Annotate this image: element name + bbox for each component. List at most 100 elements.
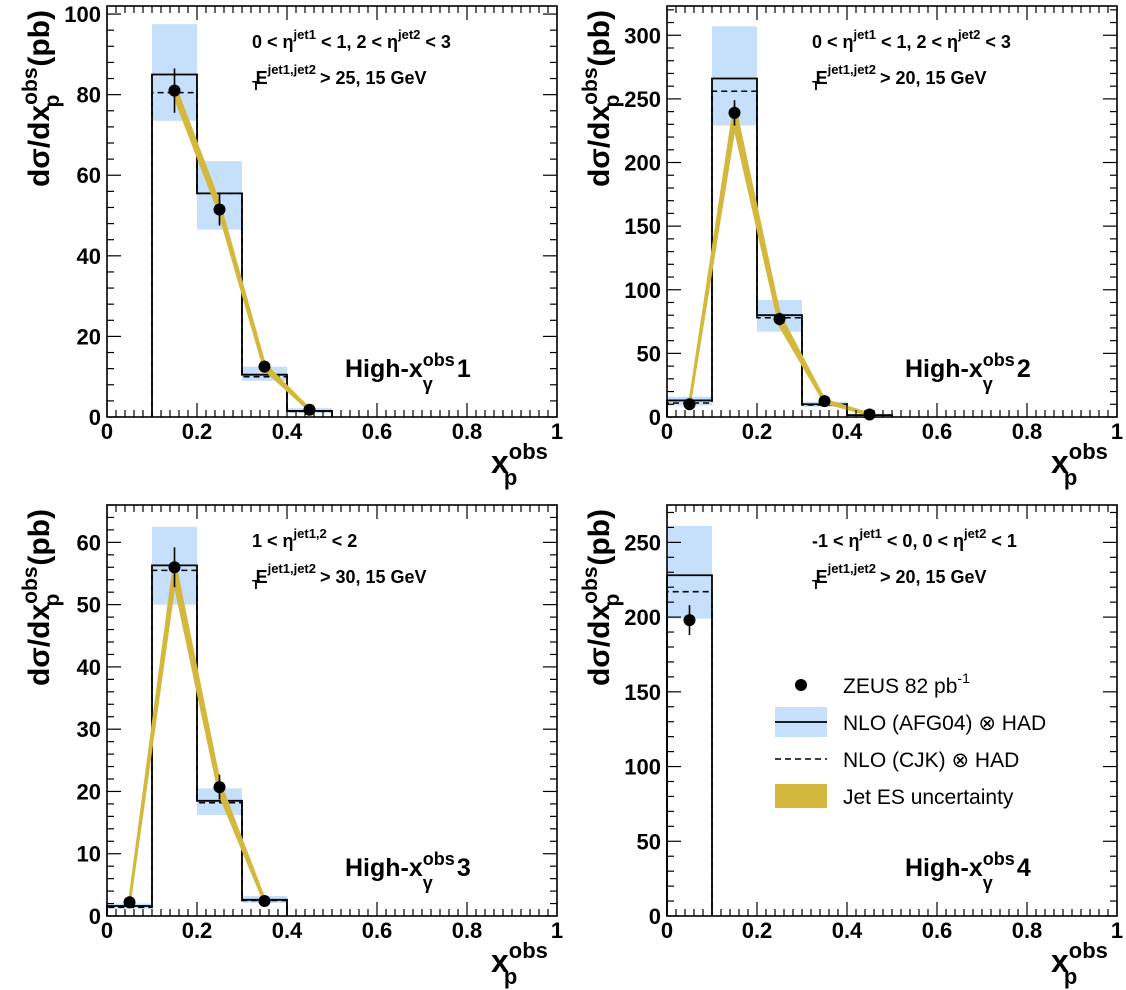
et-cut-annotation: Ejet1,jet2 T > 20, 15 GeV (812, 561, 987, 592)
y-tick-label: 250 (624, 530, 661, 555)
x-tick-label: 1 (1111, 419, 1123, 444)
x-tick-label: 0 (101, 419, 113, 444)
eta-cut-annotation: 0 < ηjet1 < 1, 2 < ηjet2 < 3 (812, 27, 1011, 52)
x-tick-label: 0.6 (362, 918, 393, 943)
anno-sup: jet1,jet2 (827, 561, 876, 576)
legend: ZEUS 82 pb-1 NLO (AFG04) ⊗ HAD NLO (CJK) ⊗… (775, 670, 1046, 809)
panel-label-sup: obs (423, 849, 455, 869)
y-label-sup: obs (19, 67, 42, 104)
y-tick-label: 50 (637, 341, 661, 366)
anno-text: < 1, 2 < η (316, 32, 398, 52)
et-cut-annotation: Ejet1,jet2 T > 20, 15 GeV (812, 62, 987, 93)
nlo-afg04-histogram (151, 73, 333, 417)
anno-text: < 1, 2 < η (876, 32, 958, 52)
y-tick-label: 250 (624, 87, 661, 112)
x-axis-label: xobs p (1051, 439, 1108, 490)
x-axis-label: xobs p (491, 439, 548, 490)
x-tick-label: 1 (1111, 918, 1123, 943)
panel-label-pre: High-x (345, 355, 423, 383)
x-tick-label: 0.4 (832, 419, 863, 444)
x-label-sub: p (1064, 964, 1077, 989)
data-point (303, 403, 316, 416)
legend-label: NLO (AFG04) ⊗ HAD (843, 712, 1046, 735)
anno-sup: jet2 (397, 27, 420, 42)
anno-sub: T (812, 78, 820, 93)
anno-text: < 2 (327, 531, 358, 551)
x-tick-label: 1 (551, 918, 563, 943)
data-point (258, 360, 271, 373)
y-label-base: dσ/dx (23, 105, 56, 188)
y-tick-label: 100 (64, 2, 101, 27)
y-label-unit: (pb) (23, 509, 56, 566)
y-tick-label: 30 (77, 717, 101, 742)
legend-label: ZEUS 82 pb (843, 675, 957, 698)
anno-text: < 3 (980, 32, 1011, 52)
x-tick-label: 0.6 (362, 419, 393, 444)
panel-label-num: 2 (1017, 355, 1031, 383)
x-tick-label: 0.8 (1012, 419, 1043, 444)
x-tick-label: 0.8 (452, 419, 483, 444)
anno-sub: T (252, 78, 260, 93)
y-label-unit: (pb) (583, 509, 616, 566)
y-tick-label: 0 (89, 904, 101, 929)
data-point (213, 781, 226, 794)
y-tick-label: 0 (649, 405, 661, 430)
y-axis-label: dσ/dxobsp (pb) (19, 10, 64, 187)
et-cut-annotation: Ejet1,jet2 T > 25, 15 GeV (252, 62, 427, 93)
eta-cut-annotation: -1 < ηjet1 < 0, 0 < ηjet2 < 1 (812, 526, 1017, 551)
y-tick-label: 100 (624, 755, 661, 780)
y-axis-label: dσ/dxobsp (pb) (579, 509, 624, 686)
panel-label-sub: γ (423, 873, 433, 893)
legend-entry-label: ZEUS 82 pb-1 (843, 670, 970, 698)
anno-text: < 0, 0 < η (882, 531, 964, 551)
legend-swatch-es (775, 784, 827, 808)
y-label-unit: (pb) (23, 10, 56, 67)
y-axis-label: dσ/dxobsp (pb) (579, 10, 624, 187)
anno-text: E (256, 68, 268, 88)
x-tick-label: 0.6 (922, 918, 953, 943)
y-tick-label: 50 (637, 829, 661, 854)
y-label-sup: obs (579, 566, 602, 603)
anno-sup: jet1 (293, 27, 316, 42)
anno-text: < 1 (986, 531, 1017, 551)
x-tick-label: 0.4 (832, 918, 863, 943)
x-tick-label: 0 (661, 419, 673, 444)
x-tick-label: 0.4 (272, 918, 303, 943)
y-label-sup: obs (19, 566, 42, 603)
y-label-sub: p (41, 95, 64, 108)
x-tick-label: 0.8 (452, 918, 483, 943)
panel-label: High-xobs γ 3 (345, 849, 471, 893)
x-label-base: x (1051, 943, 1069, 979)
panel-label-sub: γ (983, 374, 993, 394)
legend-marker-data (795, 679, 807, 691)
panel-label-sup: obs (983, 350, 1015, 370)
x-label-base: x (491, 943, 509, 979)
data-point (773, 313, 786, 326)
panel-label-pre: High-x (345, 854, 423, 882)
y-tick-label: 80 (77, 83, 101, 108)
y-tick-label: 0 (89, 405, 101, 430)
data-point (168, 84, 181, 97)
nlo-cjk-histogram (666, 90, 893, 417)
nlo-band-bin (667, 525, 712, 619)
data-point (168, 561, 181, 574)
legend-entry-label: NLO (CJK) ⊗ HAD (843, 749, 1019, 772)
panel-label-sub: γ (423, 374, 433, 394)
x-tick-label: 0.8 (1012, 918, 1043, 943)
anno-text: E (816, 567, 828, 587)
anno-text: 1 < η (252, 531, 294, 551)
data-point (683, 614, 696, 627)
anno-text: 0 < η (252, 32, 294, 52)
anno-text: -1 < η (812, 531, 860, 551)
y-tick-label: 40 (77, 244, 101, 269)
y-tick-label: 60 (77, 530, 101, 555)
anno-sup: jet2 (957, 27, 980, 42)
anno-sub: T (252, 577, 260, 592)
y-label-sub: p (41, 594, 64, 607)
eta-cut-annotation: 0 < ηjet1 < 1, 2 < ηjet2 < 3 (252, 27, 451, 52)
x-label-sup: obs (1069, 938, 1108, 963)
panel-label-sup: obs (983, 849, 1015, 869)
anno-sup: jet1,2 (293, 526, 327, 541)
x-tick-label: 0.2 (742, 918, 773, 943)
panel-label: High-xobs γ 1 (345, 350, 471, 394)
